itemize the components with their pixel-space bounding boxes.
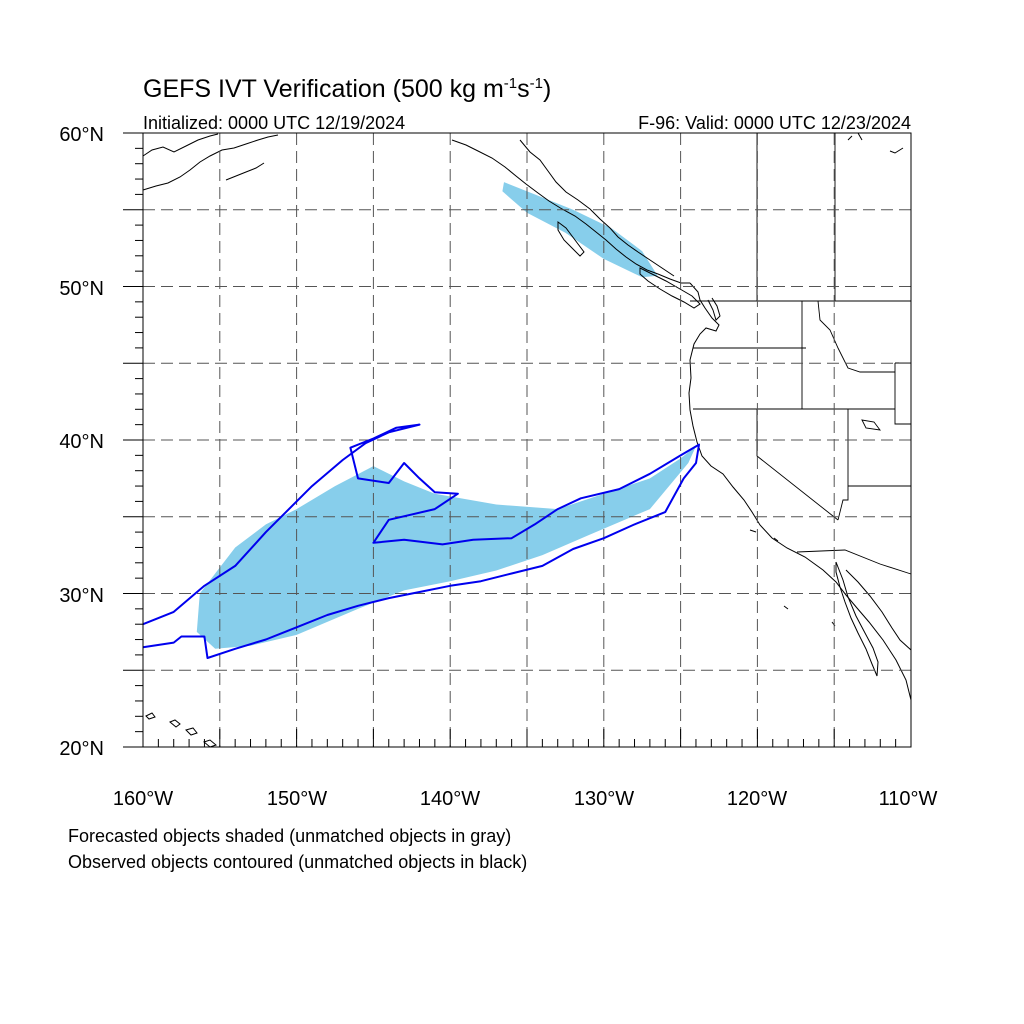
forecast-object <box>196 446 697 649</box>
lon-label: 150°W <box>267 788 327 810</box>
puget-sound <box>707 297 721 321</box>
lat-label: 60°N <box>59 124 104 146</box>
lon-label: 120°W <box>727 788 787 810</box>
lat-lon-grid <box>143 133 911 747</box>
coastline-alaska-panhandle <box>451 139 690 284</box>
observed-objects <box>142 423 700 659</box>
coastline-gulf-of-alaska <box>142 133 279 191</box>
hawaii-islands <box>145 712 218 748</box>
haida-gwaii <box>557 221 585 257</box>
axis-ticks <box>123 132 912 748</box>
channel-islands <box>749 529 836 627</box>
coastline-mainland-mexico <box>845 569 912 651</box>
lat-label: 20°N <box>59 738 104 760</box>
initialized-label: Initialized: 0000 UTC 12/19/2024 <box>143 113 405 133</box>
valid-time-label: F-96: Valid: 0000 UTC 12/23/2024 <box>638 113 911 133</box>
lon-label: 160°W <box>113 788 173 810</box>
lon-label: 110°W <box>879 788 938 810</box>
coastline-inner-passage <box>519 139 675 277</box>
lat-label: 50°N <box>59 278 104 300</box>
lat-label: 30°N <box>59 585 104 607</box>
observed-object-contour <box>142 423 700 659</box>
longitude-labels: 160°W 150°W 140°W 130°W 120°W 110°W <box>113 788 938 810</box>
legend-observed-note: Observed objects contoured (unmatched ob… <box>68 852 528 872</box>
coastline-west-coast <box>688 132 912 701</box>
lon-label: 140°W <box>420 788 480 810</box>
lat-label: 40°N <box>59 431 104 453</box>
vancouver-island <box>639 267 701 309</box>
forecast-objects <box>196 182 697 649</box>
coastlines-and-borders <box>142 132 912 748</box>
figure-title: GEFS IVT Verification (500 kg m-1s-1) <box>143 75 551 103</box>
legend-forecast-note: Forecasted objects shaded (unmatched obj… <box>68 826 512 846</box>
map-body <box>123 132 912 748</box>
latitude-labels: 60°N 50°N 40°N 30°N 20°N <box>59 124 104 760</box>
forecast-object <box>502 182 658 278</box>
lon-label: 130°W <box>574 788 634 810</box>
